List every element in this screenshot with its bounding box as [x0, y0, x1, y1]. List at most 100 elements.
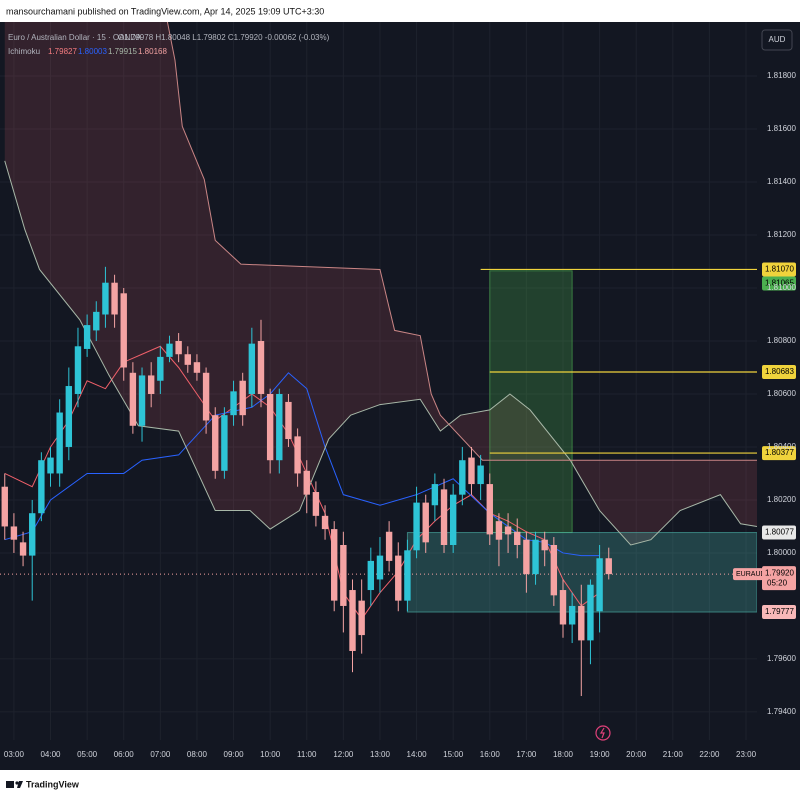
- candle-body: [440, 489, 448, 546]
- x-tick-label: 14:00: [407, 750, 428, 759]
- publish-header: mansourchamani published on TradingView.…: [6, 6, 324, 16]
- candle-body: [147, 375, 155, 394]
- candle-body: [257, 340, 265, 394]
- candle-body: [486, 484, 493, 535]
- alert-icon: [595, 725, 611, 741]
- currency-button[interactable]: [761, 29, 793, 51]
- candle-body: [358, 600, 365, 636]
- x-tick-label: 16:00: [480, 750, 501, 759]
- header-bar: [0, 0, 800, 22]
- overlay: 1.81070 1.81065 1.80683 1.80377 1.80077 1.797…: [733, 262, 796, 620]
- candle-body: [459, 460, 466, 495]
- price-label: 1.81070: [765, 265, 794, 274]
- target-zone: [489, 270, 573, 534]
- x-tick-label: 12:00: [333, 750, 354, 759]
- y-tick-label: 1.80200: [767, 495, 796, 504]
- candle-body: [367, 560, 375, 591]
- indicator-name: Ichimoku: [8, 47, 40, 56]
- price-label: 1.81065: [765, 279, 794, 288]
- candle-body: [523, 539, 530, 575]
- price-label-box: [762, 262, 796, 277]
- y-tick-label: 1.81800: [767, 71, 796, 80]
- candle-body: [340, 545, 347, 606]
- y-tick-label: 1.80400: [767, 442, 796, 451]
- x-tick-label: 07:00: [150, 750, 171, 759]
- candle-body: [138, 375, 146, 426]
- candle-body: [1, 486, 8, 527]
- x-tick-label: 22:00: [699, 750, 720, 759]
- price-label: 1.80077: [765, 528, 794, 537]
- indicator-value: 1.79915: [108, 47, 137, 56]
- candle-body: [468, 457, 475, 485]
- y-tick-label: 1.79600: [767, 654, 796, 663]
- candle-body: [349, 590, 356, 651]
- candle-body: [65, 386, 73, 447]
- x-tick-label: 08:00: [187, 750, 208, 759]
- ichimoku-line: [166, 22, 757, 461]
- candle-body: [303, 470, 310, 495]
- y-tick-label: 1.80600: [767, 389, 796, 398]
- currency[interactable]: AUD: [769, 35, 786, 44]
- candle-body: [578, 605, 585, 641]
- last-price-label: 1.79920: [765, 568, 794, 577]
- x-tick-label: 09:00: [224, 750, 245, 759]
- countdown: 05:20: [767, 578, 788, 587]
- candle-body: [587, 584, 594, 641]
- candle-body: [221, 415, 228, 471]
- plot-area: [0, 22, 757, 740]
- candle-body: [38, 460, 45, 514]
- y-tick-label: 1.81600: [767, 124, 796, 133]
- candle-body: [248, 343, 256, 394]
- x-tick-label: 23:00: [736, 750, 757, 759]
- x-tick-label: 20:00: [626, 750, 647, 759]
- symbol-title: Euro / Australian Dollar · 15 · OANDA: [8, 33, 142, 42]
- candle-body: [193, 362, 201, 373]
- candle-body: [550, 545, 558, 596]
- candle-body: [495, 521, 503, 540]
- x-tick-label: 11:00: [297, 750, 317, 759]
- candle-body: [559, 590, 567, 625]
- candle-body: [19, 542, 27, 556]
- x-tick-label: 05:00: [77, 750, 98, 759]
- candle-body: [321, 515, 329, 530]
- candle-body: [285, 401, 292, 440]
- candle-body: [230, 391, 237, 416]
- candle-body: [376, 555, 384, 580]
- last-price-box: [762, 566, 796, 591]
- candle-body: [449, 494, 457, 546]
- candle-body: [605, 558, 612, 575]
- footer-bar: [0, 770, 800, 800]
- candle-body: [202, 372, 210, 421]
- price-label-box: [762, 446, 796, 461]
- x-tick-label: 17:00: [516, 750, 537, 759]
- y-tick-label: 1.81000: [767, 283, 796, 292]
- candle-body: [276, 393, 283, 461]
- candle-body: [239, 380, 246, 416]
- candle-body: [120, 293, 127, 368]
- candle-body: [395, 555, 402, 601]
- candle-body: [568, 605, 576, 625]
- x-tick-label: 19:00: [590, 750, 611, 759]
- ohlc-values: O1.79978 H1.80048 L1.79802 C1.79920 -0.0…: [118, 33, 330, 42]
- y-tick-label: 1.81200: [767, 230, 796, 239]
- x-tick-label: 15:00: [443, 750, 464, 759]
- candle-body: [385, 531, 393, 561]
- candle-body: [166, 343, 173, 357]
- x-tick-label: 13:00: [370, 750, 391, 759]
- price-label-box: [762, 605, 796, 620]
- candle-body: [331, 529, 338, 601]
- candle-body: [93, 311, 100, 331]
- candle-body: [74, 346, 82, 394]
- candle-body: [312, 492, 320, 516]
- x-tick-label: 10:00: [260, 750, 281, 759]
- symbol-box: [733, 568, 763, 581]
- candle-body: [10, 526, 18, 540]
- y-tick-label: 1.81400: [767, 177, 796, 186]
- candle-body: [83, 325, 91, 349]
- candle-body: [184, 354, 191, 365]
- candle-body: [56, 412, 63, 474]
- x-tick-label: 21:00: [663, 750, 684, 759]
- price-label-box: [762, 364, 796, 379]
- candle-body: [157, 356, 164, 381]
